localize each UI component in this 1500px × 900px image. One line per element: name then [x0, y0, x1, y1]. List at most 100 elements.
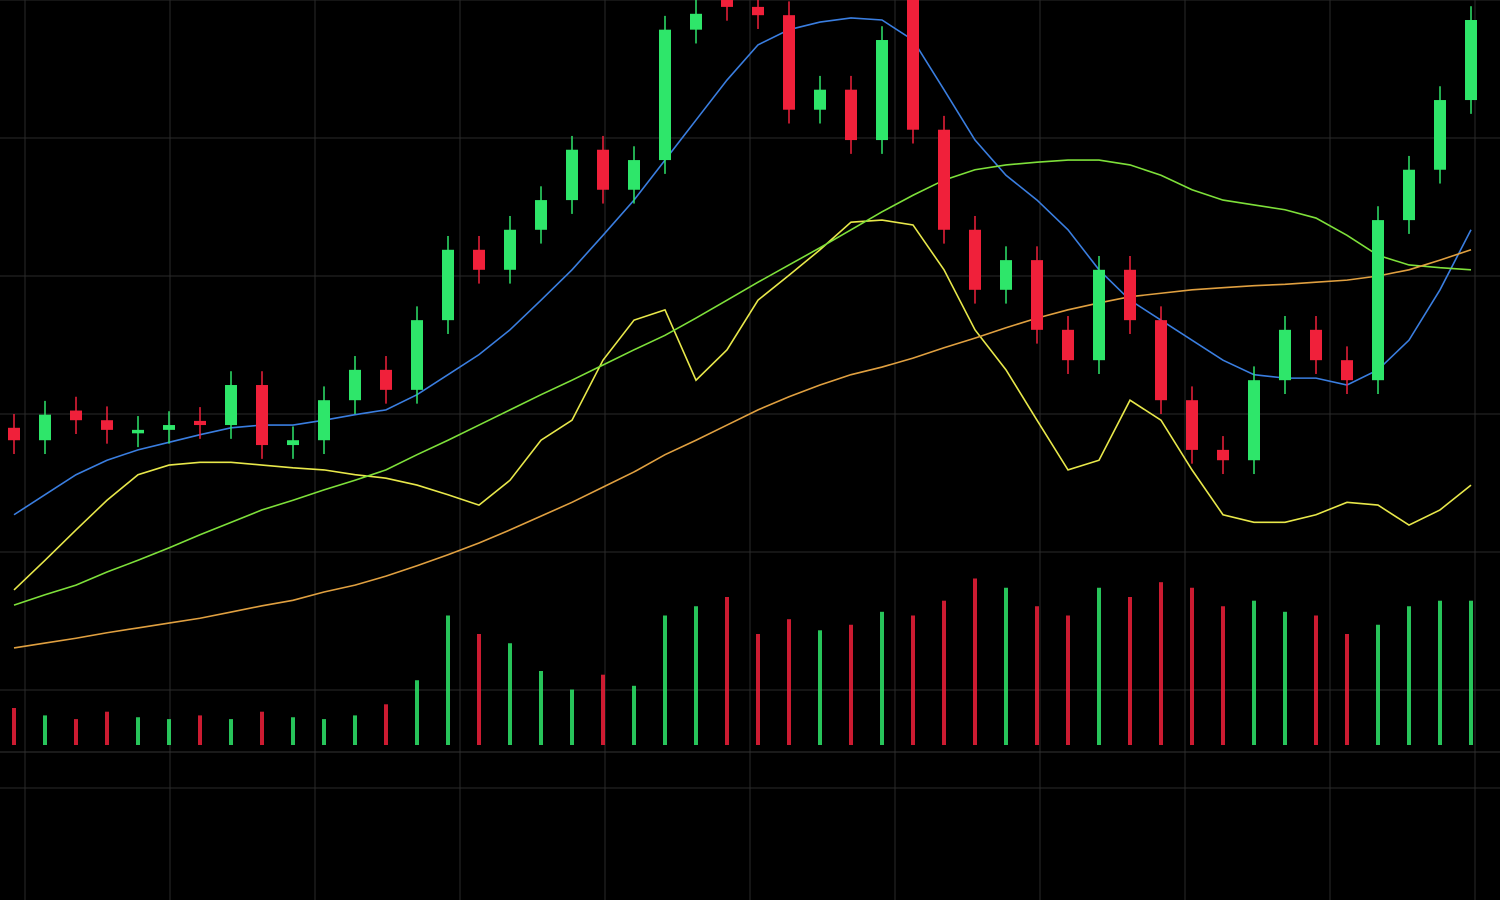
volume-bar — [1345, 634, 1349, 745]
volume-bar — [260, 711, 264, 745]
candle-body — [845, 89, 857, 141]
volume-bar — [1066, 615, 1070, 745]
candle-body — [504, 229, 516, 270]
candle-body — [628, 160, 640, 190]
candle-body — [907, 0, 919, 130]
volume-bar — [1283, 611, 1287, 745]
candle-body — [1372, 220, 1384, 381]
volume-bar — [1407, 606, 1411, 745]
volume-bar — [694, 606, 698, 745]
candle-body — [442, 249, 454, 321]
volume-bar — [570, 689, 574, 745]
candle-body — [659, 29, 671, 161]
candle-body — [1310, 329, 1322, 361]
candle-body — [411, 320, 423, 390]
candle-body — [938, 129, 950, 230]
candle-body — [318, 400, 330, 441]
candle-body — [1124, 269, 1136, 321]
volume-bar — [12, 708, 16, 745]
candle-body — [225, 385, 237, 426]
candle-body — [39, 414, 51, 441]
candle-body — [876, 40, 888, 141]
candle-body — [1186, 400, 1198, 450]
volume-bar — [911, 615, 915, 745]
candle-body — [969, 229, 981, 290]
volume-bar — [1221, 606, 1225, 745]
moving-average-line — [13, 219, 1472, 591]
moving-average-line — [13, 159, 1472, 606]
volume-bar — [353, 715, 357, 745]
volume-bar — [43, 715, 47, 745]
volume-bar — [1376, 624, 1380, 745]
candle-body — [721, 0, 733, 7]
volume-bar — [1438, 600, 1442, 745]
moving-average-line — [13, 249, 1472, 649]
volume-bar — [632, 685, 636, 745]
candle-body — [132, 429, 144, 434]
volume-bar — [787, 619, 791, 745]
candle-body — [1062, 329, 1074, 361]
candle-body — [194, 420, 206, 426]
volume-bar — [415, 680, 419, 745]
volume-bar — [229, 719, 233, 745]
candle-body — [8, 427, 20, 441]
candle-body — [814, 89, 826, 110]
candle-body — [1031, 260, 1043, 330]
volume-bar — [725, 597, 729, 745]
volume-bar — [818, 630, 822, 745]
candle-body — [349, 369, 361, 401]
candle-body — [101, 420, 113, 430]
candle-body — [783, 15, 795, 110]
volume-bar — [1252, 600, 1256, 745]
volume-bar — [756, 634, 760, 745]
volume-bar — [1097, 587, 1101, 745]
candle-body — [1341, 360, 1353, 381]
volume-bar — [384, 704, 388, 745]
volume-bar — [167, 719, 171, 745]
volume-bar — [1035, 606, 1039, 745]
candle-body — [1093, 269, 1105, 361]
candle-body — [256, 385, 268, 446]
candle-body — [752, 6, 764, 16]
candle-body — [380, 369, 392, 390]
volume-bar — [1314, 615, 1318, 745]
candle-body — [287, 440, 299, 446]
candle-body — [597, 149, 609, 190]
candle-body — [1434, 100, 1446, 170]
volume-bar — [539, 671, 543, 745]
candle-body — [163, 425, 175, 430]
candle-body — [1279, 329, 1291, 381]
volume-bar — [322, 719, 326, 745]
volume-bar — [446, 615, 450, 745]
candle-body — [473, 249, 485, 270]
candle-body — [535, 200, 547, 230]
volume-bar — [74, 719, 78, 745]
candle-body — [566, 149, 578, 201]
volume-bar — [136, 717, 140, 745]
volume-bar — [849, 624, 853, 745]
volume-bar — [105, 711, 109, 745]
volume-bar — [880, 611, 884, 745]
volume-bar — [508, 643, 512, 745]
volume-bar — [942, 600, 946, 745]
candle-body — [1217, 449, 1229, 461]
volume-bar — [1004, 587, 1008, 745]
volume-bar — [601, 674, 605, 745]
volume-bar — [1128, 597, 1132, 745]
candle-body — [1465, 20, 1477, 101]
candle-body — [1000, 260, 1012, 290]
volume-bar — [973, 578, 977, 745]
candle-body — [690, 13, 702, 30]
candle-body — [1155, 320, 1167, 401]
volume-bar — [1159, 582, 1163, 745]
candle-body — [1248, 380, 1260, 461]
volume-bar — [1469, 600, 1473, 745]
volume-bar — [291, 717, 295, 745]
volume-bar — [1190, 587, 1194, 745]
volume-bar — [198, 715, 202, 745]
vertical-grid — [24, 0, 1476, 900]
candle-body — [70, 410, 82, 421]
volume-bar — [663, 615, 667, 745]
